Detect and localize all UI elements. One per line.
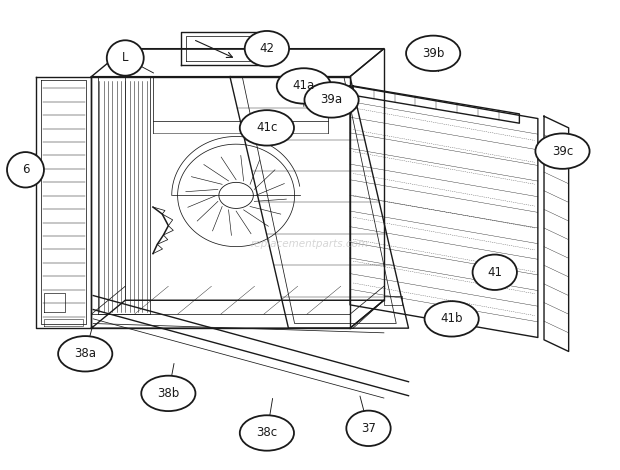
Text: 6: 6 bbox=[22, 163, 29, 176]
Ellipse shape bbox=[107, 40, 144, 76]
Ellipse shape bbox=[245, 31, 289, 66]
Ellipse shape bbox=[277, 68, 331, 104]
Text: L: L bbox=[122, 52, 128, 64]
Ellipse shape bbox=[406, 36, 460, 71]
Text: 41b: 41b bbox=[440, 313, 463, 325]
Ellipse shape bbox=[58, 336, 112, 371]
Text: 41: 41 bbox=[487, 266, 502, 279]
Text: 39c: 39c bbox=[552, 145, 573, 157]
Ellipse shape bbox=[347, 411, 391, 446]
Text: 38a: 38a bbox=[74, 347, 96, 360]
Ellipse shape bbox=[7, 152, 44, 188]
Ellipse shape bbox=[425, 301, 479, 337]
Ellipse shape bbox=[240, 415, 294, 451]
Text: 39a: 39a bbox=[321, 94, 343, 106]
Ellipse shape bbox=[536, 133, 590, 169]
Text: 41c: 41c bbox=[256, 121, 278, 134]
Text: 42: 42 bbox=[259, 42, 275, 55]
Text: replacementparts.com: replacementparts.com bbox=[251, 239, 369, 249]
Ellipse shape bbox=[141, 376, 195, 411]
Ellipse shape bbox=[472, 255, 517, 290]
Ellipse shape bbox=[304, 82, 358, 118]
Text: 38b: 38b bbox=[157, 387, 179, 400]
Text: 37: 37 bbox=[361, 422, 376, 435]
Ellipse shape bbox=[240, 110, 294, 146]
Text: 39b: 39b bbox=[422, 47, 445, 60]
Text: 38c: 38c bbox=[256, 426, 278, 439]
Text: 41a: 41a bbox=[293, 79, 315, 93]
